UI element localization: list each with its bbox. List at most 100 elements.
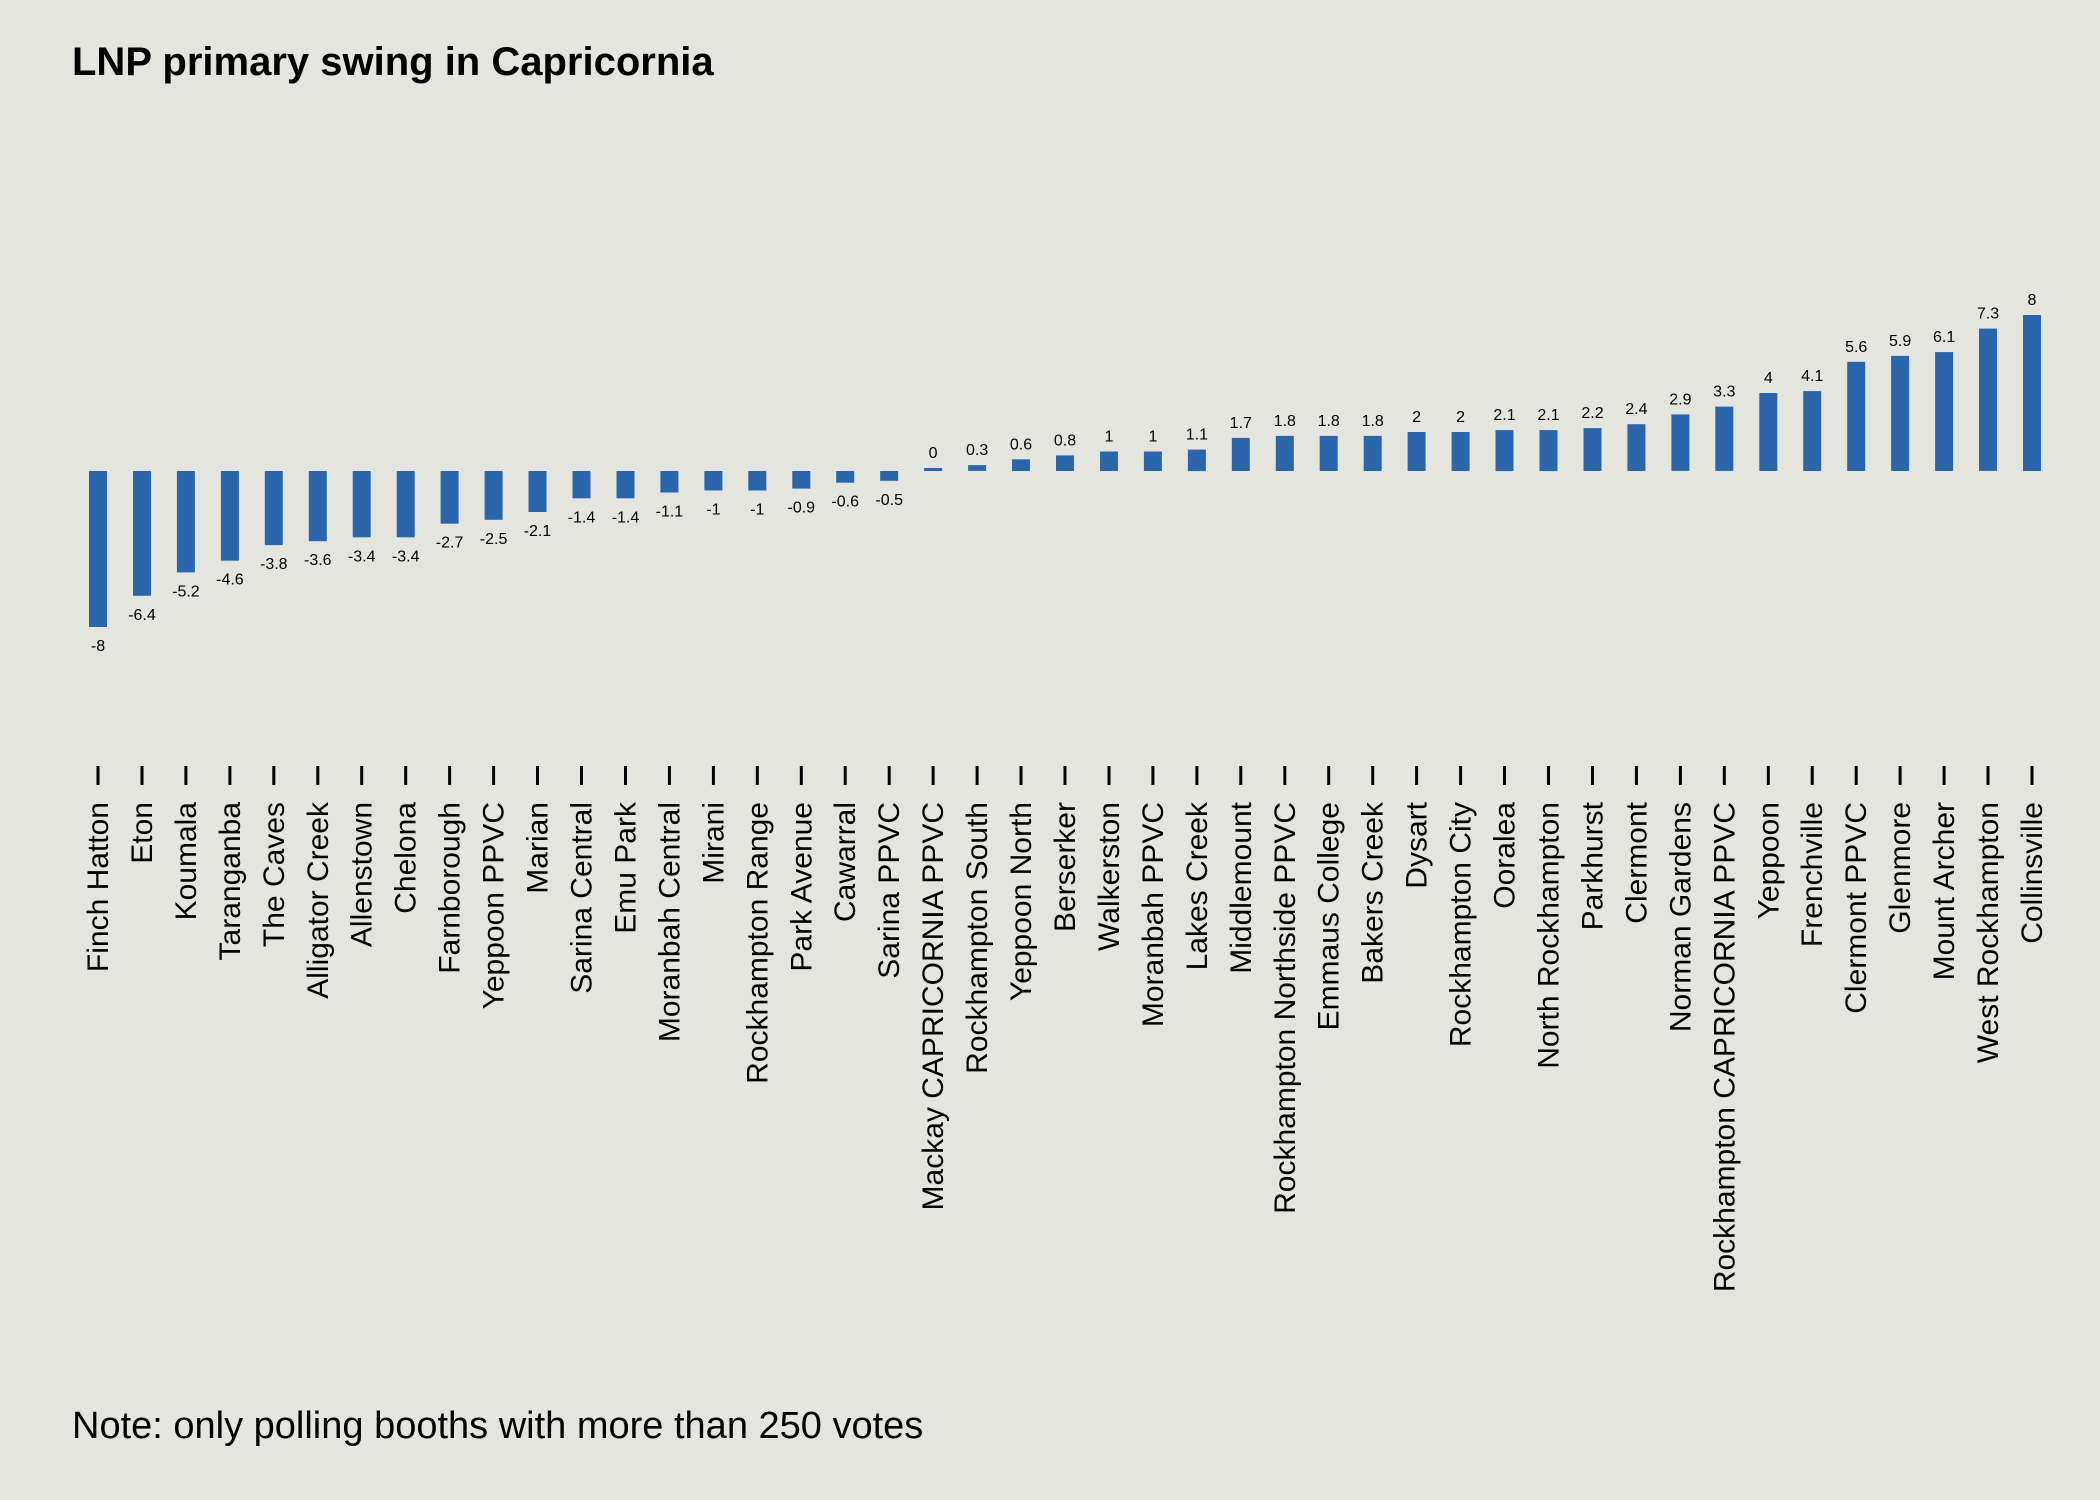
data-label: -2.1 xyxy=(524,523,552,540)
x-ticks-layer xyxy=(96,766,2034,785)
bars-layer xyxy=(89,315,2041,627)
bar xyxy=(176,471,195,573)
data-label: 2.4 xyxy=(1625,401,1647,418)
x-tick-label: Yeppoon PPVC xyxy=(478,802,511,1009)
data-label: -3.4 xyxy=(348,548,376,565)
x-tick-label: Park Avenue xyxy=(785,802,818,972)
data-label: 4.1 xyxy=(1801,368,1823,385)
data-label: -3.8 xyxy=(260,556,288,573)
data-label: 2.1 xyxy=(1537,407,1559,424)
x-tick-label: Bakers Creek xyxy=(1357,801,1390,984)
bar xyxy=(792,471,811,489)
x-tick-label: Parkhurst xyxy=(1577,801,1610,930)
data-label: 1.8 xyxy=(1274,413,1296,430)
x-tick-label: Allenstown xyxy=(346,802,379,947)
x-tick-label: Sarina PPVC xyxy=(873,802,906,979)
data-label: -2.5 xyxy=(480,531,508,548)
bar xyxy=(748,471,767,491)
bar xyxy=(352,471,371,538)
bar xyxy=(440,471,459,524)
x-tick-label: Emu Park xyxy=(610,801,643,934)
x-tick-label: Farnborough xyxy=(434,802,467,974)
value-labels-layer: -8 -6.4 -5.2 -4.6 -3.8 -3.6 -3.4 -3.4 -2.7 -2.5 -2… xyxy=(91,292,2037,655)
x-tick-label: Lakes Creek xyxy=(1181,801,1214,970)
bar xyxy=(968,465,987,471)
bar xyxy=(484,471,503,520)
x-tick-label: The Caves xyxy=(258,802,291,947)
data-label: -0.6 xyxy=(831,494,859,511)
data-label: 2.2 xyxy=(1581,405,1603,422)
bar xyxy=(1847,361,1866,471)
bar xyxy=(836,471,855,483)
data-label: 2 xyxy=(1412,409,1421,426)
data-label: 0.8 xyxy=(1054,432,1076,449)
bar xyxy=(1451,432,1470,471)
x-tick-label: Rockhampton Range xyxy=(741,802,774,1084)
x-tick-label: Marian xyxy=(522,802,555,894)
bar xyxy=(133,471,151,596)
bar xyxy=(1979,328,1997,471)
x-tick-label: Taranganba xyxy=(214,802,247,961)
data-label: 7.3 xyxy=(1977,306,1999,323)
data-label: 0 xyxy=(929,445,938,462)
x-tick-label: Walkerston xyxy=(1093,802,1126,951)
bar xyxy=(528,471,547,512)
data-label: -6.4 xyxy=(128,607,156,624)
data-label: 3.3 xyxy=(1713,384,1735,401)
x-tick-label: Chelona xyxy=(390,802,423,914)
data-label: 6.1 xyxy=(1933,329,1955,346)
bar xyxy=(924,468,943,471)
x-tick-label: Middlemount xyxy=(1225,801,1258,973)
bar xyxy=(1935,352,1954,471)
bar xyxy=(1891,355,1910,471)
data-label: 1 xyxy=(1105,429,1114,446)
x-tick-label: Collinsville xyxy=(2016,802,2049,944)
x-tick-label: West Rockhampton xyxy=(1972,802,2005,1063)
bar xyxy=(572,471,591,499)
bar xyxy=(660,471,679,493)
data-label: -3.6 xyxy=(304,552,332,569)
bar xyxy=(1187,449,1206,472)
data-label: 1.8 xyxy=(1318,413,1340,430)
data-label: 8 xyxy=(2028,292,2037,309)
bar xyxy=(2023,315,2041,471)
data-label: 1.8 xyxy=(1362,413,1384,430)
bar xyxy=(1803,391,1822,471)
x-tick-label: Moranbah PPVC xyxy=(1137,802,1170,1027)
data-label: -1.1 xyxy=(656,504,684,521)
bar xyxy=(1275,435,1294,471)
data-label: 5.6 xyxy=(1845,339,1867,356)
data-label: -1.4 xyxy=(568,509,596,526)
x-tick-label: Rockhampton Northside PPVC xyxy=(1269,802,1302,1214)
bar xyxy=(1231,437,1250,471)
x-tick-label: Glenmore xyxy=(1884,802,1917,934)
x-tick-label: Frenchville xyxy=(1796,802,1829,947)
data-label: -5.2 xyxy=(172,583,200,600)
bar xyxy=(1715,406,1734,471)
data-label: -3.4 xyxy=(392,548,420,565)
data-label: 1 xyxy=(1148,429,1157,446)
x-tick-label: Yeppoon North xyxy=(1005,802,1038,1001)
x-tick-label: Moranbah Central xyxy=(653,802,686,1042)
bar xyxy=(1759,393,1778,471)
x-tick-label: Clermont xyxy=(1620,801,1653,923)
bar xyxy=(1407,432,1426,471)
x-tick-label: Finch Hatton xyxy=(82,802,115,972)
chart-note: Note: only polling booths with more than… xyxy=(72,1405,924,1447)
data-label: -1 xyxy=(750,502,764,519)
data-label: -0.5 xyxy=(875,492,903,509)
x-tick-label: Norman Gardens xyxy=(1664,802,1697,1032)
bar xyxy=(1143,451,1162,471)
data-label: 0.6 xyxy=(1010,436,1032,453)
bar xyxy=(1583,428,1602,471)
data-label: 4 xyxy=(1764,370,1773,387)
bar xyxy=(704,471,723,491)
x-tick-label: Mackay CAPRICORNIA PPVC xyxy=(917,802,950,1210)
x-tick-label: Sarina Central xyxy=(566,802,599,994)
bar xyxy=(220,471,239,561)
bar xyxy=(1100,451,1118,471)
x-tick-label: Rockhampton City xyxy=(1445,802,1478,1047)
data-label: -0.9 xyxy=(788,500,816,517)
category-labels-layer: Finch Hatton Eton Koumala Taranganba The Cav… xyxy=(82,801,2049,1292)
